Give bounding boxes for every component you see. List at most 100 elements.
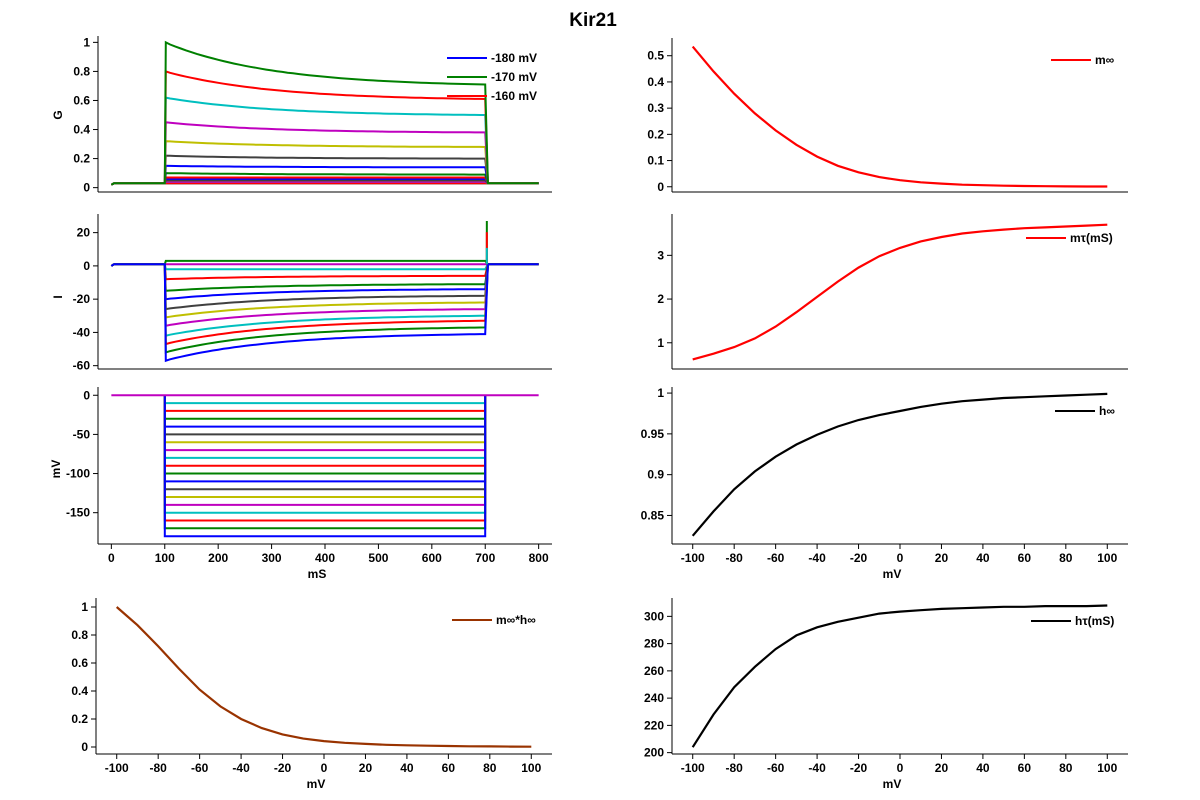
- chart-htau: 200 220 240 260 280 300 -100 -80 -60 -40 -20 0 20 40 6…: [644, 598, 1128, 791]
- y-tick-label: 0.9: [647, 468, 664, 482]
- sweep-line: [110, 40, 539, 186]
- x-tick-label: -100: [681, 761, 705, 775]
- x-tick-label: 0: [897, 551, 904, 565]
- y-tick-label: 240: [644, 691, 664, 705]
- y-tick-label: 1: [657, 336, 664, 350]
- sweep-line: [110, 172, 539, 186]
- x-axis-label: mV: [307, 777, 326, 791]
- y-tick-label: 0.85: [641, 508, 665, 522]
- chart-I: -60 -40 -20 0 20 I: [51, 214, 552, 373]
- sweep-line: [110, 182, 539, 186]
- legend-label: hτ(mS): [1075, 614, 1114, 628]
- series-line: [691, 392, 1108, 537]
- chart-G: 0 0.2 0.4 0.6 0.8 1 G -180 mV -170 mV -160 mV: [51, 35, 552, 195]
- sweep-line: [110, 259, 539, 267]
- x-tick-label: -100: [105, 761, 129, 775]
- legend-label: h∞: [1099, 404, 1115, 418]
- x-tick-label: -80: [150, 761, 168, 775]
- series-line: [691, 604, 1108, 748]
- y-tick-label: 200: [644, 746, 664, 760]
- x-tick-label: 40: [976, 761, 990, 775]
- y-axis-label: I: [51, 295, 65, 298]
- series-line: [115, 606, 532, 748]
- x-tick-label: 40: [976, 551, 990, 565]
- x-tick-label: 60: [1018, 551, 1032, 565]
- sweep-line: [110, 177, 539, 186]
- y-tick-label: 20: [77, 226, 91, 240]
- figure-title: Kir21: [569, 10, 617, 31]
- sweep-line: [110, 263, 539, 267]
- legend-label: -160 mV: [491, 89, 537, 103]
- legend-label: -180 mV: [491, 51, 537, 65]
- x-tick-label: 0: [321, 761, 328, 775]
- y-tick-label: 0.95: [641, 427, 665, 441]
- y-tick-label: 0: [83, 259, 90, 273]
- x-tick-label: 800: [529, 551, 549, 565]
- x-tick-label: -60: [767, 761, 785, 775]
- y-tick-label: 0.8: [73, 64, 90, 78]
- chart-minf_hinf: 0 0.2 0.4 0.6 0.8 1 -100 -80 -60 -40 -20 0 20 40 60 80 1…: [71, 598, 552, 791]
- sweep-line: [110, 179, 539, 186]
- x-tick-label: 400: [315, 551, 335, 565]
- y-tick-label: 0.8: [71, 628, 88, 642]
- y-tick-label: 0.3: [647, 101, 664, 115]
- legend-label: m∞*h∞: [496, 613, 536, 627]
- x-tick-label: 20: [359, 761, 373, 775]
- x-tick-label: -80: [726, 551, 744, 565]
- chart-mtau: 1 2 3 mτ(mS): [657, 214, 1128, 370]
- y-tick-label: 300: [644, 609, 664, 623]
- x-tick-label: 100: [1097, 551, 1117, 565]
- x-tick-label: 80: [1059, 761, 1073, 775]
- y-tick-label: 0.5: [647, 49, 664, 63]
- sweep-line: [110, 263, 539, 281]
- x-tick-label: 700: [475, 551, 495, 565]
- x-tick-label: 300: [262, 551, 282, 565]
- x-tick-label: 60: [442, 761, 456, 775]
- y-tick-label: 0.2: [647, 127, 664, 141]
- sweep-line: [110, 121, 539, 186]
- y-tick-label: 2: [657, 292, 664, 306]
- y-tick-label: -40: [73, 325, 91, 339]
- sweep-line: [110, 164, 539, 186]
- sweep-line: [110, 263, 539, 363]
- x-tick-label: 200: [208, 551, 228, 565]
- x-tick-label: 20: [935, 761, 949, 775]
- y-tick-label: 0.6: [71, 656, 88, 670]
- voltage-step: [163, 395, 487, 420]
- series-line: [691, 45, 1108, 188]
- x-tick-label: 80: [483, 761, 497, 775]
- chart-hinf: 0.85 0.9 0.95 1 -100 -80 -60 -40 -20 0 20 40 60 80 100…: [641, 386, 1128, 581]
- x-axis-label: mS: [308, 567, 327, 581]
- y-tick-label: 0.4: [73, 123, 90, 137]
- voltage-step: [163, 395, 487, 467]
- y-tick-label: 0: [81, 740, 88, 754]
- x-tick-label: 20: [935, 551, 949, 565]
- x-tick-label: -100: [681, 551, 705, 565]
- x-tick-label: 100: [521, 761, 541, 775]
- x-tick-label: 40: [400, 761, 414, 775]
- y-tick-label: 1: [83, 35, 90, 49]
- y-tick-label: -50: [73, 427, 91, 441]
- x-axis-label: mV: [883, 567, 902, 581]
- sweep-line: [110, 263, 539, 328]
- y-tick-label: 260: [644, 664, 664, 678]
- sweep-line: [110, 70, 539, 186]
- sweep-line: [110, 154, 539, 186]
- sweep-line: [110, 263, 539, 271]
- sweep-line: [110, 263, 539, 337]
- series-line: [692, 223, 1108, 361]
- voltage-step: [163, 395, 487, 483]
- voltage-step: [163, 395, 487, 405]
- y-tick-label: 0.1: [647, 154, 664, 168]
- y-tick-label: 220: [644, 718, 664, 732]
- y-tick-label: 280: [644, 637, 664, 651]
- y-tick-label: 0.2: [71, 712, 88, 726]
- sweep-line: [110, 263, 539, 354]
- x-tick-label: -20: [850, 551, 868, 565]
- x-tick-label: -40: [808, 761, 826, 775]
- x-tick-label: 80: [1059, 551, 1073, 565]
- y-tick-label: -100: [66, 467, 90, 481]
- voltage-step: [163, 395, 487, 538]
- x-tick-label: 60: [1018, 761, 1032, 775]
